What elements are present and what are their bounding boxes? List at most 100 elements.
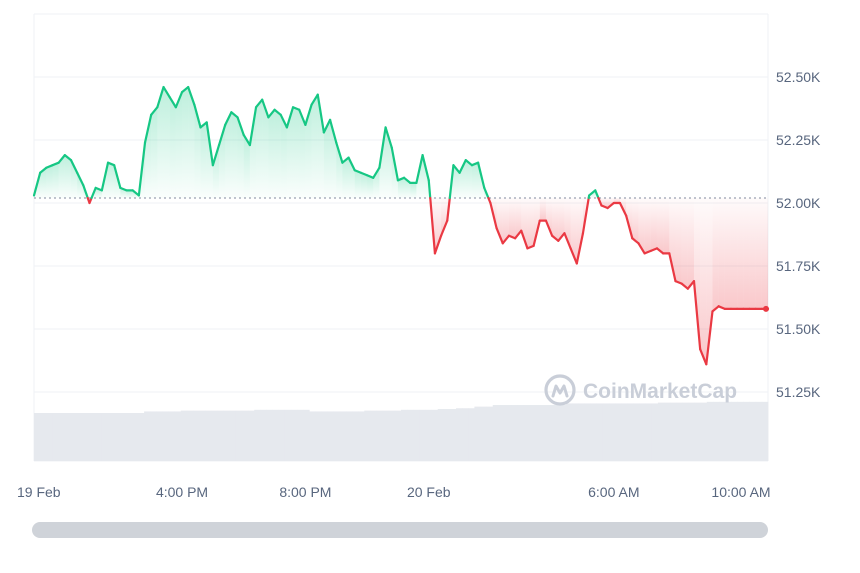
price-line-segment xyxy=(526,244,535,250)
volume-bar xyxy=(633,403,640,461)
volume-bar xyxy=(199,410,206,461)
price-area-segment xyxy=(521,197,528,249)
price-line-segment xyxy=(643,249,652,255)
price-area-segment xyxy=(761,197,768,309)
price-line-segment xyxy=(328,118,338,144)
price-area-segment xyxy=(465,160,472,198)
price-line-segment xyxy=(396,176,406,182)
volume-bar xyxy=(401,409,408,461)
volume-bar xyxy=(193,410,200,461)
volume-bar xyxy=(131,413,139,461)
volume-bar xyxy=(712,401,720,461)
price-line-segment xyxy=(600,204,609,210)
last-price-dot xyxy=(763,305,769,312)
price-area-segment xyxy=(182,87,189,198)
price-line-segment xyxy=(625,214,634,240)
price-line-segment xyxy=(557,232,566,242)
volume-bar xyxy=(333,411,341,461)
price-area-segment xyxy=(502,197,509,244)
price-line-segment xyxy=(217,123,227,147)
price-line-segment xyxy=(236,116,245,137)
volume-bar xyxy=(425,409,432,461)
volume-bar xyxy=(229,410,237,461)
volume-bar xyxy=(566,403,573,461)
price-line-segment xyxy=(563,232,572,250)
price-line-segment xyxy=(90,186,97,200)
price-area-segment xyxy=(570,197,577,264)
volume-bar xyxy=(755,401,763,461)
price-line-segment xyxy=(507,234,517,240)
price-line-segment xyxy=(402,176,412,184)
price-area-segment xyxy=(508,197,516,239)
volume-bar xyxy=(52,413,59,461)
volume-bar xyxy=(174,411,182,461)
price-line-segment xyxy=(489,201,498,230)
price-area-segment xyxy=(40,167,47,198)
x-tick-label: 20 Feb xyxy=(407,484,451,500)
volume-bar xyxy=(468,408,475,461)
volume-bar xyxy=(168,411,176,461)
volume-bar xyxy=(223,410,231,461)
volume-bar xyxy=(339,411,347,461)
price-line-segment xyxy=(285,106,295,129)
volume-bar xyxy=(517,405,524,461)
price-line-segment xyxy=(384,126,393,149)
price-area-segment xyxy=(77,172,84,198)
price-line-segment xyxy=(433,234,443,255)
price-line-segment xyxy=(180,85,190,94)
price-area-segment xyxy=(656,197,664,254)
volume-bar xyxy=(602,403,610,461)
volume-bar xyxy=(309,411,316,461)
volume-bar xyxy=(541,405,549,461)
price-line-segment xyxy=(692,280,702,351)
price-line-segment xyxy=(705,310,714,366)
price-area-segment xyxy=(724,197,731,309)
price-line-segment xyxy=(588,189,597,197)
volume-bar xyxy=(156,411,163,461)
volume-bar xyxy=(364,410,371,461)
price-line-segment xyxy=(439,219,449,237)
volume-bar xyxy=(119,413,127,461)
price-area-segment xyxy=(638,197,645,254)
price-line-segment xyxy=(211,143,221,167)
price-area-segment xyxy=(108,162,115,198)
price-area-segment xyxy=(441,197,448,236)
volume-bar xyxy=(498,405,506,461)
price-line-segment xyxy=(655,247,665,255)
volume-bar xyxy=(211,410,218,461)
volume-bar xyxy=(431,409,439,461)
volume-bar xyxy=(144,411,151,461)
price-line-segment xyxy=(495,227,504,245)
price-area-segment xyxy=(225,112,232,198)
volume-bar xyxy=(608,403,616,461)
price-area-segment xyxy=(126,190,133,198)
price-line-segment xyxy=(452,164,461,174)
price-line-segment xyxy=(279,113,288,129)
price-line-segment xyxy=(304,103,313,126)
price-line-segment xyxy=(316,93,325,134)
price-line-segment xyxy=(224,111,233,126)
price-line-segment xyxy=(82,184,89,200)
volume-bar xyxy=(352,411,359,461)
volume-bar xyxy=(235,410,243,461)
price-area-segment xyxy=(675,197,682,284)
price-area-segment xyxy=(360,172,368,198)
volume-bar xyxy=(217,410,225,461)
volume-bar xyxy=(382,410,390,461)
chart-scrollbar[interactable] xyxy=(32,522,768,538)
volume-bar xyxy=(449,409,457,461)
volume-bar xyxy=(578,403,585,461)
volume-bar xyxy=(688,402,695,461)
volume-bar xyxy=(676,402,683,461)
price-area-segment xyxy=(311,94,318,198)
price-line-segment xyxy=(254,98,264,109)
price-line xyxy=(32,85,770,366)
volume-bar xyxy=(529,405,536,461)
volume-bar xyxy=(560,405,567,461)
price-line-segment xyxy=(699,348,708,366)
price-area-segment xyxy=(342,157,349,198)
volume-bar xyxy=(462,408,469,461)
price-area-segment xyxy=(231,112,238,198)
price-line-segment xyxy=(372,166,381,179)
